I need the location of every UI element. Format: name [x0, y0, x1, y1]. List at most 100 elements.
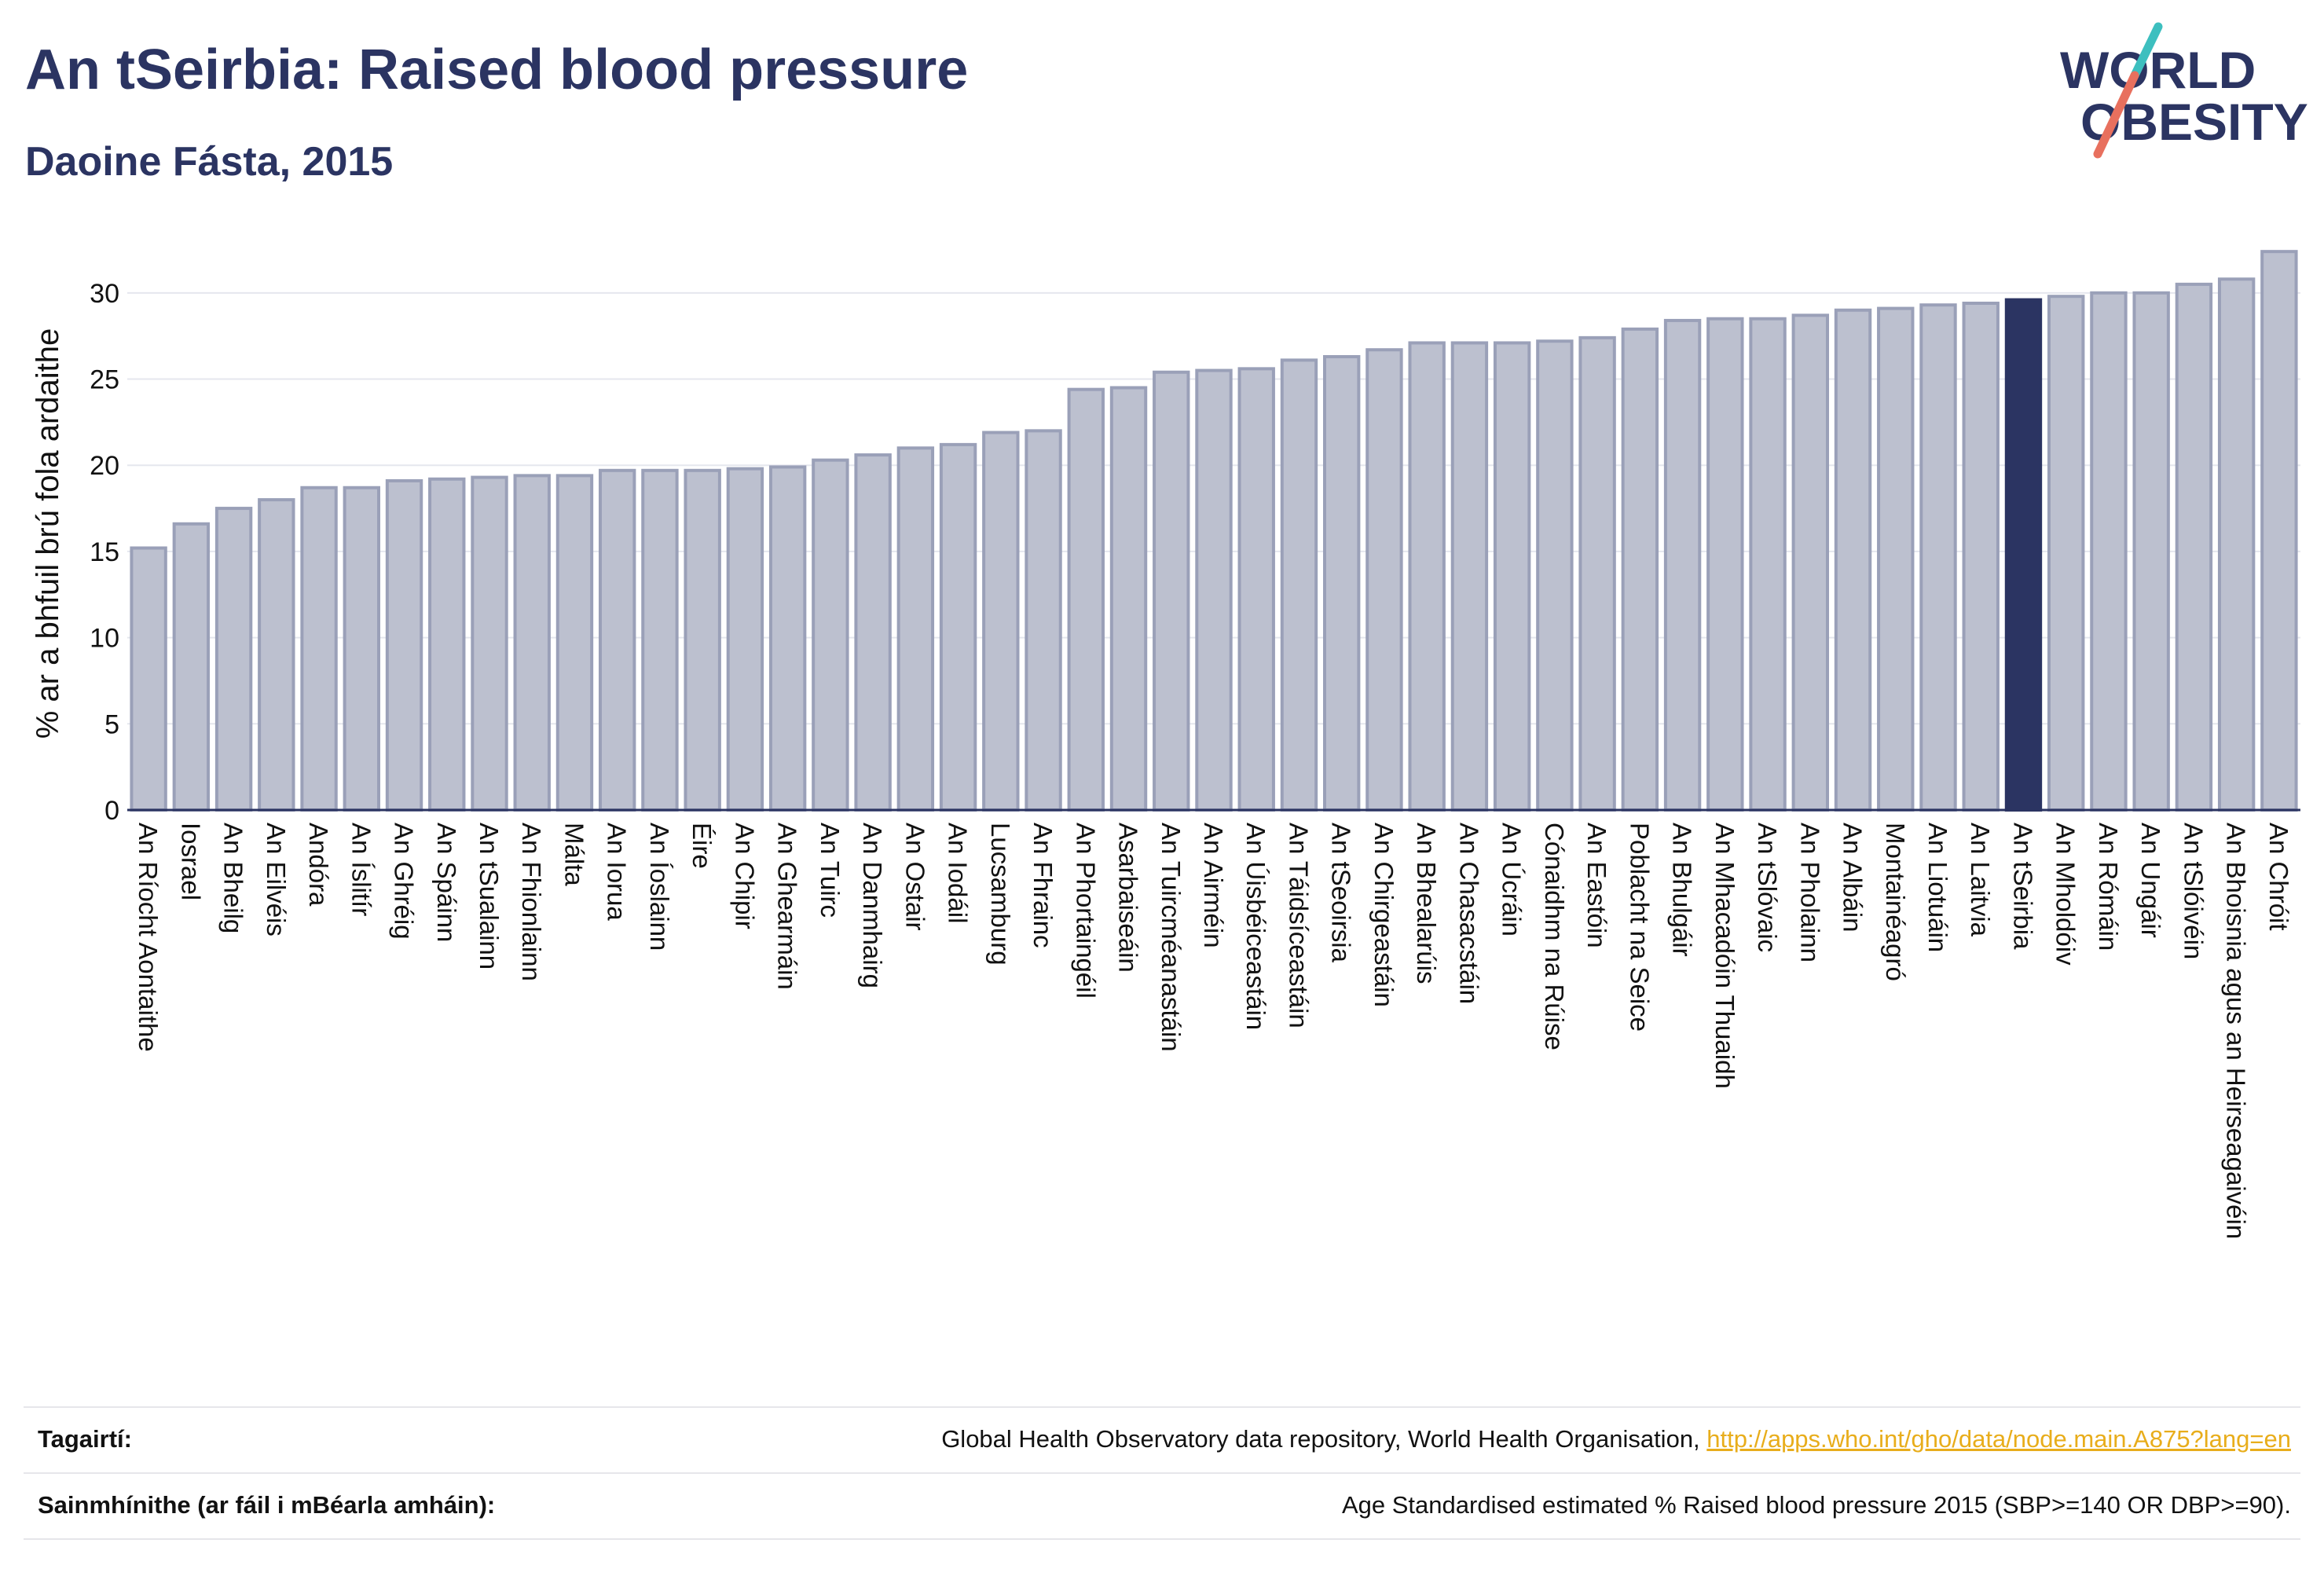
- x-tick-label: An Danmhairg: [858, 823, 887, 988]
- x-tick-label: An Íslitír: [346, 823, 376, 916]
- bar: [1280, 358, 1318, 812]
- bar: [1962, 301, 2000, 812]
- x-tick-label: An Chasacstáin: [1454, 823, 1483, 1004]
- bar: [1025, 429, 1062, 812]
- bar: [982, 431, 1020, 812]
- bar: [1493, 341, 1531, 812]
- bar: [1365, 348, 1403, 812]
- references-row: Tagairtí: Global Health Observatory data…: [24, 1406, 2300, 1471]
- chart-title: An tSeirbia: Raised blood pressure: [25, 38, 969, 101]
- bar: [343, 486, 380, 812]
- bar: [896, 446, 935, 812]
- x-tick-label: An Íoslainn: [645, 823, 674, 951]
- bar: [130, 546, 167, 812]
- y-tick-label: 25: [90, 365, 119, 395]
- bar: [2175, 282, 2213, 812]
- bar: [1153, 370, 1190, 812]
- x-tick-label: An Airméin: [1199, 823, 1228, 948]
- references-label: Tagairtí:: [38, 1425, 132, 1453]
- bar: [2132, 291, 2170, 812]
- x-tick-label: An Ríocht Aontaithe: [134, 823, 163, 1052]
- x-tick-label: Éire: [687, 823, 717, 869]
- bar: [939, 442, 977, 812]
- x-tick-label: An Spáinn: [432, 823, 461, 942]
- bar: [684, 468, 721, 812]
- x-tick-label: An Ungáir: [2136, 823, 2165, 938]
- bar: [513, 474, 551, 812]
- bar: [854, 453, 892, 812]
- references-link[interactable]: http://apps.who.int/gho/data/node.main.A…: [1706, 1425, 2291, 1453]
- x-tick-label: An Chirgeastáin: [1369, 823, 1398, 1007]
- y-tick-labels: 0 5 10 15 20 25 30: [90, 279, 119, 826]
- x-tick-label: An Rómáin: [2094, 823, 2123, 951]
- bar: [1791, 313, 1829, 812]
- bar: [641, 468, 679, 812]
- bar: [2047, 295, 2085, 812]
- x-tick-label: An tSlóivéin: [2179, 823, 2208, 959]
- bar: [1323, 354, 1361, 812]
- bar: [1834, 308, 1872, 812]
- bar: [258, 498, 295, 812]
- bar: [1578, 335, 1616, 812]
- logo-slash-teal: [2130, 22, 2163, 80]
- x-tick-label: An Eilvéis: [262, 823, 291, 936]
- x-tick-label: An Chróit: [2264, 823, 2293, 931]
- x-tick-label: An Úisbéiceastáin: [1241, 823, 1270, 1030]
- bar: [1877, 306, 1915, 812]
- bar: [385, 478, 423, 812]
- y-tick-label: 15: [90, 537, 119, 567]
- y-tick-label: 10: [90, 624, 119, 654]
- definitions-text: Age Standardised estimated % Raised bloo…: [1341, 1491, 2291, 1519]
- bars: [130, 250, 2298, 812]
- y-tick-label: 5: [104, 709, 119, 739]
- chart-subtitle: Daoine Fásta, 2015: [25, 139, 394, 185]
- world-obesity-logo: WORLD OBESITY: [2051, 22, 2310, 171]
- bar: [471, 475, 508, 812]
- x-tick-label: An Iodáil: [944, 823, 973, 923]
- bar: [1706, 317, 1744, 812]
- x-tick-label: An tSlóvaic: [1753, 823, 1782, 952]
- bar: [172, 522, 211, 812]
- logo-slash-coral: [2093, 71, 2139, 159]
- bar: [768, 465, 807, 812]
- x-tick-label: An Pholainn: [1795, 823, 1824, 962]
- x-tick-label: An Táidsíceastáin: [1284, 823, 1313, 1028]
- bar: [1536, 339, 1574, 812]
- x-tick-label: An Mhacadóin Thuaidh: [1710, 823, 1739, 1089]
- x-tick-label: Iosrael: [176, 823, 205, 900]
- references-value: Global Health Observatory data repositor…: [941, 1425, 2300, 1453]
- x-tick-label: An Tuircméanastáin: [1157, 823, 1186, 1052]
- x-tick-label: Montainéagró: [1881, 823, 1910, 981]
- x-tick-label: An Bheilg: [219, 823, 248, 933]
- x-tick-label: An tSeoirsia: [1327, 823, 1356, 963]
- x-tick-label: An Bhealarúis: [1412, 823, 1441, 984]
- bar: [1663, 318, 1702, 812]
- definitions-label: Sainmhínithe (ar fáil i mBéarla amháin):: [38, 1491, 496, 1519]
- x-tick-label: An tSualainn: [475, 823, 504, 969]
- y-tick-label: 30: [90, 279, 119, 309]
- x-tick-label: An tSeirbia: [2008, 823, 2037, 950]
- references-text: Global Health Observatory data repositor…: [941, 1425, 1707, 1453]
- bar: [300, 486, 338, 812]
- bar: [1195, 368, 1233, 812]
- x-tick-label: Asarbaiseáin: [1114, 823, 1143, 973]
- bar: [2217, 277, 2256, 812]
- x-tick-label: An Albáin: [1838, 823, 1868, 932]
- x-tick-label: An Tuirc: [816, 823, 845, 918]
- x-tick-label: An Úcráin: [1497, 823, 1527, 936]
- bar: [1621, 327, 1659, 812]
- x-tick-label: An Fhrainc: [1028, 823, 1058, 948]
- x-tick-label: An Bhoisnia agus an Heirseagaivéin: [2222, 823, 2251, 1239]
- x-tick-label: An Mholdóiv: [2051, 823, 2080, 966]
- bar: [2260, 250, 2298, 812]
- bar: [555, 474, 594, 812]
- bar: [599, 468, 636, 812]
- x-tick-label: Málta: [559, 823, 588, 886]
- bar: [1109, 386, 1148, 812]
- x-tick-label: An Chipir: [730, 823, 759, 929]
- x-tick-label: An Fhionlainn: [517, 823, 546, 981]
- x-tick-labels: An Ríocht Aontaithe Iosrael An Bheilg An Ei…: [134, 823, 2293, 1239]
- y-axis-label: % ar a bhfuil brú fola ardaithe: [31, 328, 65, 739]
- logo-line1: WORLD: [2060, 41, 2256, 99]
